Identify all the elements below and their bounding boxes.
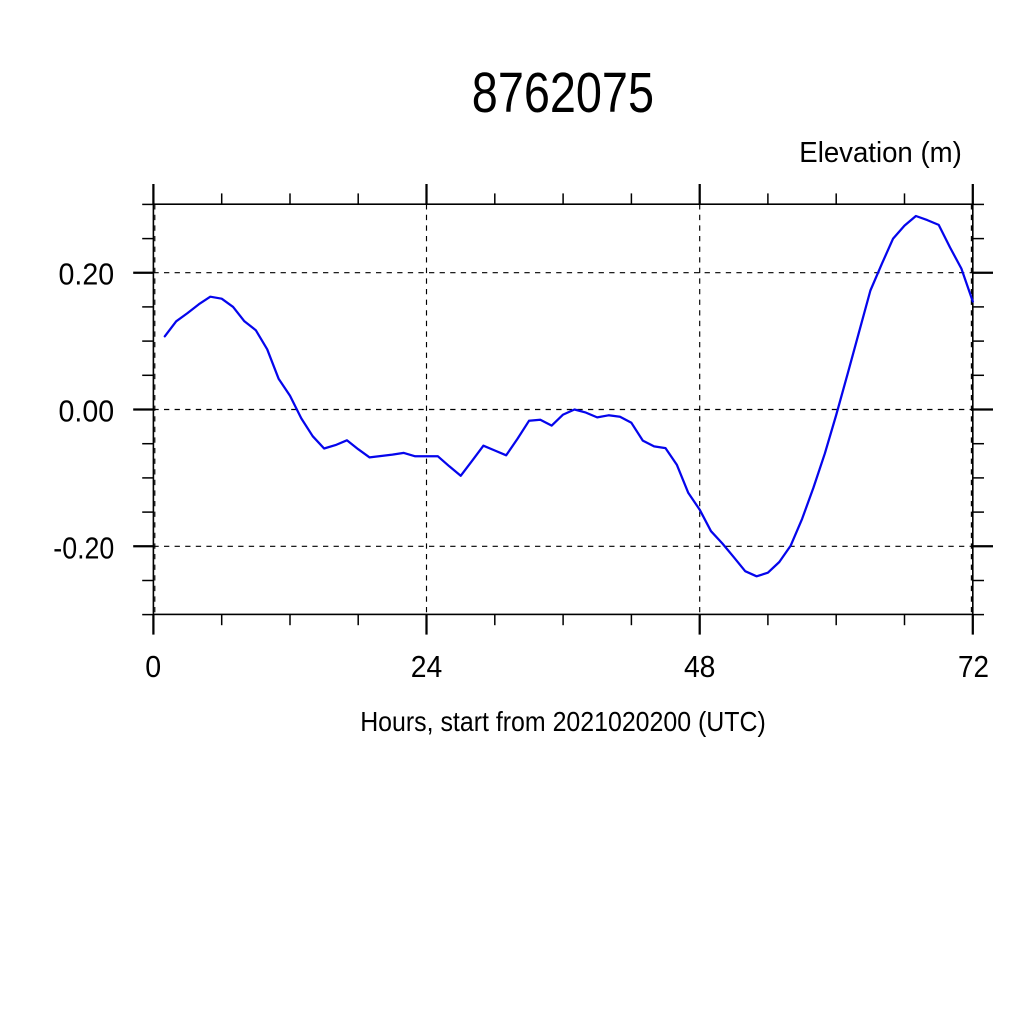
svg-text:72: 72 (958, 649, 989, 684)
svg-text:Hours, start from 2021020200 (: Hours, start from 2021020200 (UTC) (360, 706, 766, 737)
svg-text:Elevation (m): Elevation (m) (799, 137, 962, 169)
svg-text:24: 24 (411, 649, 443, 684)
svg-text:-0.20: -0.20 (53, 530, 114, 565)
svg-text:0.20: 0.20 (59, 257, 115, 292)
svg-text:0: 0 (145, 649, 161, 684)
svg-text:48: 48 (684, 649, 716, 684)
svg-text:8762075: 8762075 (472, 61, 654, 124)
svg-text:0.00: 0.00 (59, 394, 115, 429)
